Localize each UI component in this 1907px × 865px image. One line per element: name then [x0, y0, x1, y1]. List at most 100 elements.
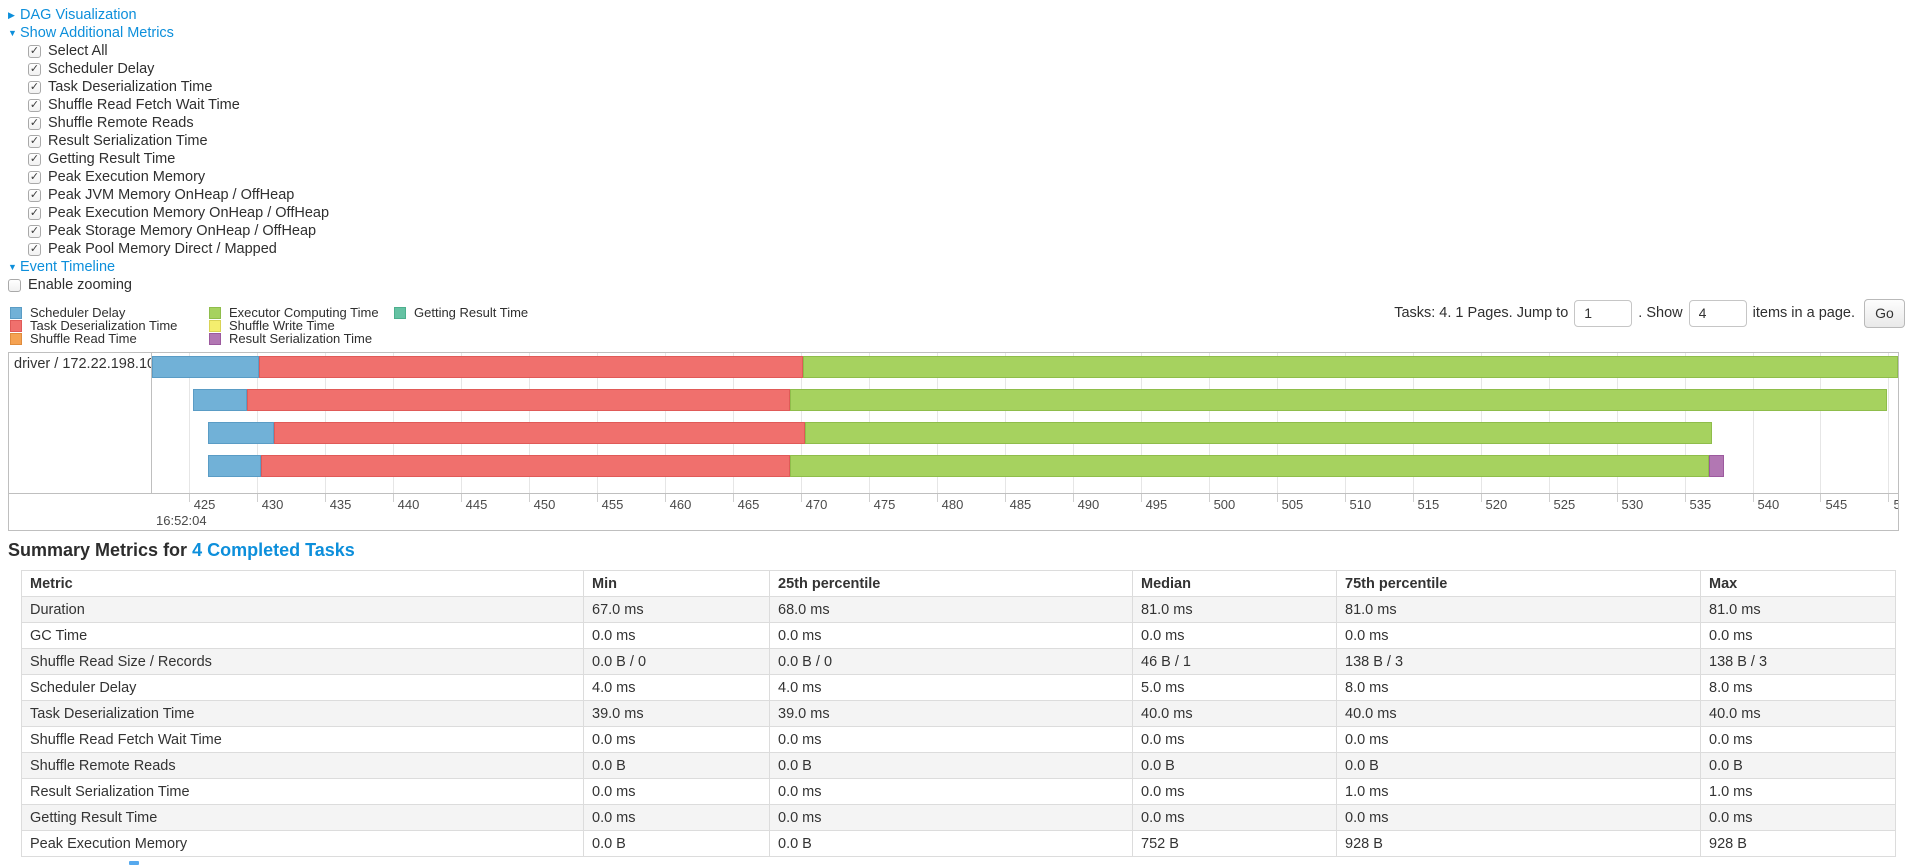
legend-label: Task Deserialization Time: [30, 318, 178, 333]
table-row: Shuffle Remote Reads 0.0 B 0.0 B 0.0 B 0.0 B…: [21, 752, 1896, 779]
metric-checkbox-row[interactable]: ✓ Result Serialization Time: [28, 132, 329, 150]
checkbox-checked-icon[interactable]: ✓: [28, 116, 41, 130]
metric-value-cell: 0.0 B: [583, 752, 770, 779]
axis-tick-label: 505: [1281, 497, 1304, 512]
checkbox-checked-icon[interactable]: ✓: [28, 62, 41, 76]
metric-checkbox-row[interactable]: ✓ Shuffle Remote Reads: [28, 114, 329, 132]
legend-item: Shuffle Read Time: [10, 331, 209, 346]
axis-tick-area: 16:52:04 425 430 435 440 445 450 455 460 465 470 4…: [152, 494, 1898, 530]
timeline-plot-area[interactable]: [152, 353, 1898, 493]
metric-value-cell: 928 B: [1700, 830, 1896, 857]
axis-tick-mark: [1616, 494, 1618, 502]
metric-checkbox-row[interactable]: ✓ Select All: [28, 42, 329, 60]
metric-checkbox-row[interactable]: ✓ Getting Result Time: [28, 150, 329, 168]
task-bar-segment-executor_computing[interactable]: [804, 422, 1712, 444]
go-button[interactable]: Go: [1864, 298, 1905, 328]
table-row: Shuffle Read Size / Records 0.0 B / 0 0.0 …: [21, 648, 1896, 675]
metric-value-cell: 4.0 ms: [583, 674, 770, 701]
metric-checkbox-row[interactable]: ✓ Peak Storage Memory OnHeap / OffHeap: [28, 222, 329, 240]
metric-checkbox-row[interactable]: ✓ Peak Execution Memory: [28, 168, 329, 186]
metric-value-cell: 0.0 ms: [583, 622, 770, 649]
metric-checkbox-row[interactable]: ✓ Peak JVM Memory OnHeap / OffHeap: [28, 186, 329, 204]
axis-tick-label: 545: [1825, 497, 1848, 512]
axis-tick-mark: [256, 494, 258, 502]
task-bar-segment-task_deserialization[interactable]: [259, 356, 804, 378]
metric-value-cell: 40.0 ms: [1336, 700, 1701, 727]
metric-value-cell: 752 B: [1132, 830, 1337, 857]
task-bar-segment-task_deserialization[interactable]: [260, 455, 790, 477]
axis-tick-mark: [1412, 494, 1414, 502]
show-additional-metrics-toggle[interactable]: ▼ Show Additional Metrics: [8, 24, 329, 42]
table-column-header: 25th percentile: [769, 570, 1133, 597]
checkbox-checked-icon[interactable]: ✓: [28, 98, 41, 112]
completed-tasks-link[interactable]: 4 Completed Tasks: [192, 540, 355, 560]
axis-tick-mark: [392, 494, 394, 502]
task-bar-segment-task_deserialization[interactable]: [247, 389, 790, 411]
task-bar-segment-result_serialization[interactable]: [1708, 455, 1724, 477]
metric-checkbox-row[interactable]: ✓ Shuffle Read Fetch Wait Time: [28, 96, 329, 114]
enable-zooming-checkbox-row[interactable]: Enable zooming: [8, 276, 329, 294]
axis-tick-label: 430: [261, 497, 284, 512]
dag-visualization-link[interactable]: DAG Visualization: [20, 7, 137, 23]
axis-tick-mark: [936, 494, 938, 502]
event-timeline-link[interactable]: Event Timeline: [20, 259, 116, 275]
checkbox-checked-icon[interactable]: ✓: [28, 188, 41, 202]
legend-color-swatch: [209, 306, 221, 319]
task-bar-segment-executor_computing[interactable]: [789, 389, 1888, 411]
legend-item: Scheduler Delay: [10, 305, 209, 320]
legend-item: Result Serialization Time: [209, 331, 394, 346]
task-bar-segment-executor_computing[interactable]: [803, 356, 1898, 378]
metric-value-cell: 68.0 ms: [769, 596, 1133, 623]
metric-checkbox-row[interactable]: ✓ Peak Pool Memory Direct / Mapped: [28, 240, 329, 258]
dag-visualization-toggle[interactable]: ▶ DAG Visualization: [8, 6, 329, 24]
metric-checkbox-row[interactable]: ✓ Peak Execution Memory OnHeap / OffHeap: [28, 204, 329, 222]
task-bar-segment-scheduler_delay[interactable]: [192, 389, 248, 411]
metric-value-cell: 0.0 ms: [769, 726, 1133, 753]
legend-label: Getting Result Time: [414, 305, 529, 320]
task-bar-segment-scheduler_delay[interactable]: [207, 455, 261, 477]
checkbox-checked-icon[interactable]: ✓: [28, 134, 41, 148]
metric-checkbox-row[interactable]: ✓ Task Deserialization Time: [28, 78, 329, 96]
task-bar-segment-executor_computing[interactable]: [789, 455, 1709, 477]
task-bar-segment-task_deserialization[interactable]: [274, 422, 805, 444]
metric-value-cell: 67.0 ms: [583, 596, 770, 623]
metric-name-cell: Duration: [21, 596, 584, 623]
table-row: Peak Execution Memory 0.0 B 0.0 B 752 B 928 …: [21, 830, 1896, 857]
checkbox-checked-icon[interactable]: ✓: [28, 152, 41, 166]
checkbox-checked-icon[interactable]: ✓: [28, 242, 41, 256]
event-timeline-toggle[interactable]: ▼ Event Timeline: [8, 258, 329, 276]
checkbox-checked-icon[interactable]: ✓: [28, 206, 41, 220]
axis-tick-label: 535: [1689, 497, 1712, 512]
axis-tick-label: 500: [1213, 497, 1236, 512]
checkbox-checked-icon[interactable]: ✓: [28, 170, 41, 184]
checkbox-checked-icon[interactable]: ✓: [28, 224, 41, 238]
metric-value-cell: 0.0 ms: [1700, 726, 1896, 753]
axis-tick-label: 490: [1077, 497, 1100, 512]
table-column-header: Max: [1700, 570, 1896, 597]
checkbox-unchecked-icon[interactable]: [8, 278, 21, 292]
show-additional-metrics-link[interactable]: Show Additional Metrics: [20, 25, 174, 41]
metric-value-cell: 81.0 ms: [1700, 596, 1896, 623]
timeline-legend: Scheduler Delay Task Deserialization Time…: [10, 305, 529, 346]
checkbox-checked-icon[interactable]: ✓: [28, 44, 41, 58]
axis-tick-mark: [664, 494, 666, 502]
enable-zooming-label: Enable zooming: [28, 277, 132, 293]
task-bar-segment-scheduler_delay[interactable]: [152, 356, 260, 378]
table-row: Scheduler Delay 4.0 ms 4.0 ms 5.0 ms 8.0 ms 8…: [21, 674, 1896, 701]
table-row: Shuffle Read Fetch Wait Time 0.0 ms 0.0 ms…: [21, 726, 1896, 753]
metric-value-cell: 8.0 ms: [1700, 674, 1896, 701]
jump-to-page-input[interactable]: [1574, 299, 1633, 327]
metric-checkbox-row[interactable]: ✓ Scheduler Delay: [28, 60, 329, 78]
metric-value-cell: 81.0 ms: [1336, 596, 1701, 623]
metric-value-cell: 0.0 ms: [1132, 778, 1337, 805]
metric-value-cell: 40.0 ms: [1700, 700, 1896, 727]
table-column-header: Metric: [21, 570, 584, 597]
axis-tick-mark: [1752, 494, 1754, 502]
metric-value-cell: 5.0 ms: [1132, 674, 1337, 701]
items-per-page-input[interactable]: [1688, 299, 1747, 327]
metric-value-cell: 138 B / 3: [1336, 648, 1701, 675]
metric-value-cell: 0.0 B: [769, 830, 1133, 857]
checkbox-checked-icon[interactable]: ✓: [28, 80, 41, 94]
task-bar-segment-scheduler_delay[interactable]: [207, 422, 275, 444]
metric-value-cell: 0.0 ms: [769, 778, 1133, 805]
